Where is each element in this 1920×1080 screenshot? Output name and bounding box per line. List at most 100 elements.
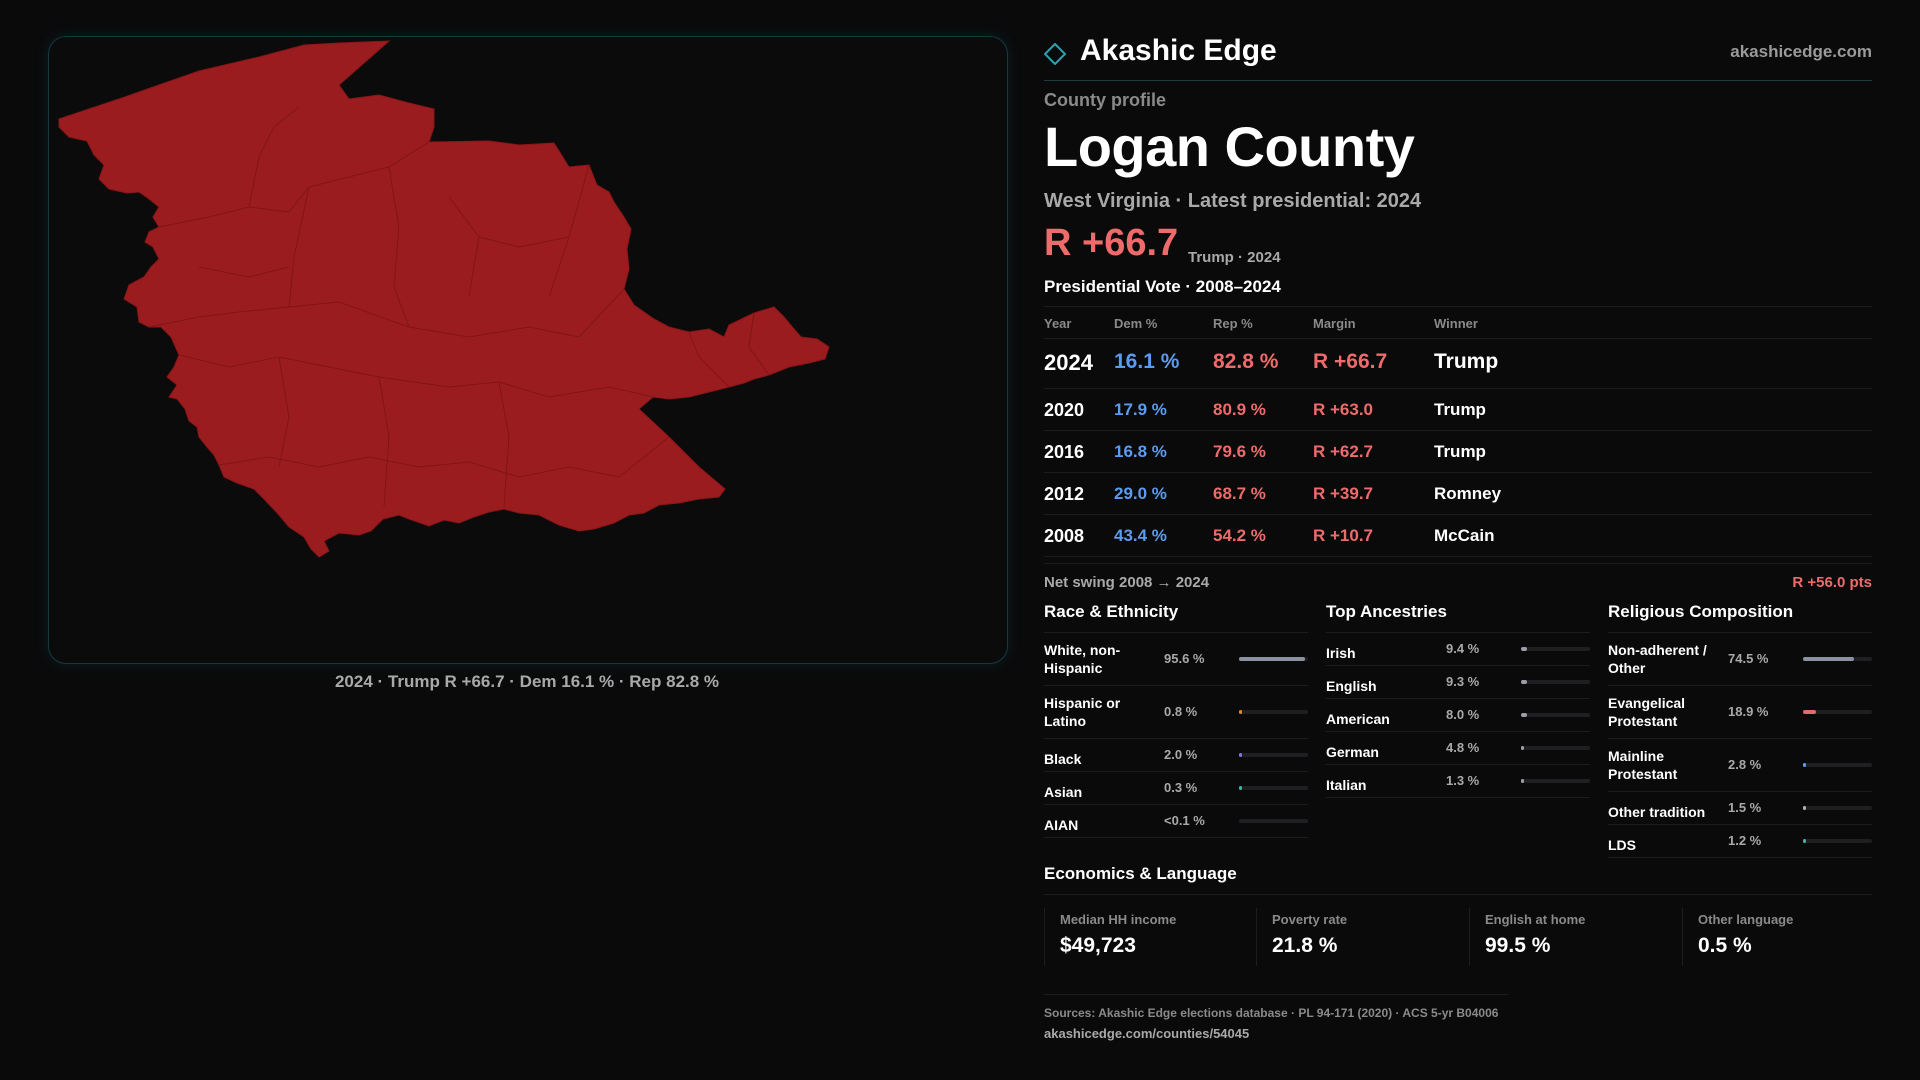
row-winner: Trump bbox=[1434, 442, 1486, 461]
race-bar-track bbox=[1239, 657, 1308, 661]
religion-value: 1.5 % bbox=[1728, 800, 1762, 815]
econ-label: English at home bbox=[1485, 912, 1586, 927]
race-bar-track bbox=[1239, 819, 1308, 823]
ancestry-row: Irish 9.4 % bbox=[1326, 633, 1590, 666]
religion-label: Mainline Protestant bbox=[1608, 748, 1678, 782]
race-title: Race & Ethnicity bbox=[1044, 602, 1308, 633]
race-label: AIAN bbox=[1044, 817, 1079, 833]
econ-label: Other language bbox=[1698, 912, 1794, 927]
row-margin: R +10.7 bbox=[1313, 526, 1374, 545]
race-label: White, non-Hispanic bbox=[1044, 642, 1121, 676]
ancestry-bar-track bbox=[1521, 647, 1590, 651]
religion-title: Religious Composition bbox=[1608, 602, 1872, 633]
race-bar-track bbox=[1239, 753, 1308, 757]
ancestry-label: German bbox=[1326, 744, 1379, 760]
row-margin: R +39.7 bbox=[1313, 484, 1374, 503]
row-year: 2016 bbox=[1044, 442, 1085, 462]
sources-text: Sources: Akashic Edge elections database… bbox=[1044, 1006, 1499, 1020]
row-margin: R +66.7 bbox=[1313, 350, 1388, 373]
race-row: Black 2.0 % bbox=[1044, 739, 1308, 772]
row-margin: R +62.7 bbox=[1313, 442, 1374, 461]
ancestry-row: English 9.3 % bbox=[1326, 666, 1590, 699]
econ-card-income: Median HH income $49,723 bbox=[1044, 908, 1257, 966]
ancestry-bar-track bbox=[1521, 746, 1590, 750]
race-row: AIAN <0.1 % bbox=[1044, 805, 1308, 838]
race-bar-fill bbox=[1239, 710, 1242, 714]
col-header-dem: Dem % bbox=[1114, 316, 1158, 331]
race-bar-track bbox=[1239, 710, 1308, 714]
ancestry-row: American 8.0 % bbox=[1326, 699, 1590, 732]
row-dem: 43.4 % bbox=[1114, 526, 1167, 545]
race-bar-fill bbox=[1239, 786, 1242, 790]
ancestry-row: Italian 1.3 % bbox=[1326, 765, 1590, 798]
ancestry-value: 9.3 % bbox=[1446, 674, 1480, 689]
row-rep: 80.9 % bbox=[1213, 400, 1266, 419]
ancestry-value: 8.0 % bbox=[1446, 707, 1480, 722]
race-section: Race & Ethnicity White, non-Hispanic 95.6… bbox=[1044, 602, 1308, 838]
religion-bar-fill bbox=[1803, 763, 1806, 767]
row-winner: McCain bbox=[1434, 526, 1495, 545]
race-row: Hispanic or Latino 0.8 % bbox=[1044, 686, 1308, 739]
row-rep: 54.2 % bbox=[1213, 526, 1266, 545]
race-label: Hispanic or Latino bbox=[1044, 695, 1121, 729]
ancestry-bar-fill bbox=[1521, 647, 1528, 651]
row-winner: Romney bbox=[1434, 484, 1502, 503]
latest-margin-note: Trump · 2024 bbox=[1188, 249, 1281, 266]
ancestry-value: 4.8 % bbox=[1446, 740, 1480, 755]
brand-header: Akashic Edge akashicedge.com bbox=[1044, 30, 1872, 81]
county-title: Logan County bbox=[1044, 115, 1415, 178]
religion-section: Religious Composition Non-adherent / Oth… bbox=[1608, 602, 1872, 858]
table-row: 2016 16.8 % 79.6 % R +62.7 Trump bbox=[1044, 431, 1872, 473]
religion-row: Other tradition 1.5 % bbox=[1608, 792, 1872, 825]
diamond-logo-icon bbox=[1044, 43, 1066, 65]
race-bar-fill bbox=[1239, 753, 1242, 757]
religion-value: 2.8 % bbox=[1728, 757, 1762, 772]
col-header-year: Year bbox=[1044, 316, 1072, 331]
sources-divider bbox=[1044, 994, 1508, 995]
ancestry-section: Top Ancestries Irish 9.4 % English 9.3 % Ame… bbox=[1326, 602, 1590, 798]
religion-label: Other tradition bbox=[1608, 804, 1706, 820]
econ-value: $49,723 bbox=[1060, 934, 1136, 957]
brand-url[interactable]: akashicedge.com bbox=[1730, 42, 1872, 61]
row-margin: R +63.0 bbox=[1313, 400, 1374, 419]
row-dem: 17.9 % bbox=[1114, 400, 1167, 419]
religion-value: 1.2 % bbox=[1728, 833, 1762, 848]
row-year: 2008 bbox=[1044, 526, 1085, 546]
religion-row: Evangelical Protestant 18.9 % bbox=[1608, 686, 1872, 739]
religion-bar-track bbox=[1803, 763, 1872, 767]
religion-row: LDS 1.2 % bbox=[1608, 825, 1872, 858]
race-value: 0.8 % bbox=[1164, 704, 1198, 719]
latest-margin: R +66.7 bbox=[1044, 222, 1179, 264]
row-dem: 16.1 % bbox=[1114, 350, 1180, 373]
ancestry-title: Top Ancestries bbox=[1326, 602, 1590, 633]
row-rep: 82.8 % bbox=[1213, 350, 1279, 373]
econ-value: 21.8 % bbox=[1272, 934, 1338, 957]
table-row: 2008 43.4 % 54.2 % R +10.7 McCain bbox=[1044, 515, 1872, 557]
religion-value: 18.9 % bbox=[1728, 704, 1769, 719]
race-bar-track bbox=[1239, 786, 1308, 790]
religion-bar-fill bbox=[1803, 839, 1806, 843]
ancestry-value: 9.4 % bbox=[1446, 641, 1480, 656]
race-row: White, non-Hispanic 95.6 % bbox=[1044, 633, 1308, 686]
religion-bar-fill bbox=[1803, 806, 1806, 810]
econ-label: Median HH income bbox=[1060, 912, 1177, 927]
votes-table: Year Dem % Rep % Margin Winner 2024 16.1… bbox=[1044, 306, 1872, 557]
econ-label: Poverty rate bbox=[1272, 912, 1348, 927]
econ-value: 99.5 % bbox=[1485, 934, 1551, 957]
table-row: 2024 16.1 % 82.8 % R +66.7 Trump bbox=[1044, 339, 1872, 389]
county-map[interactable] bbox=[48, 36, 1008, 664]
religion-bar-track bbox=[1803, 806, 1872, 810]
precinct-boundaries bbox=[148, 106, 770, 508]
religion-label: Evangelical Protestant bbox=[1608, 695, 1686, 729]
ancestry-label: English bbox=[1326, 678, 1377, 694]
ancestry-label: Irish bbox=[1326, 645, 1356, 661]
ancestry-bar-fill bbox=[1521, 779, 1524, 783]
sources-url[interactable]: akashicedge.com/counties/54045 bbox=[1044, 1026, 1250, 1041]
row-year: 2012 bbox=[1044, 484, 1085, 504]
race-row: Asian 0.3 % bbox=[1044, 772, 1308, 805]
econ-card-english: English at home 99.5 % bbox=[1469, 908, 1682, 966]
religion-bar-fill bbox=[1803, 710, 1817, 714]
county-map-svg bbox=[58, 40, 830, 558]
religion-bar-track bbox=[1803, 657, 1872, 661]
brand-name: Akashic Edge bbox=[1080, 34, 1277, 67]
